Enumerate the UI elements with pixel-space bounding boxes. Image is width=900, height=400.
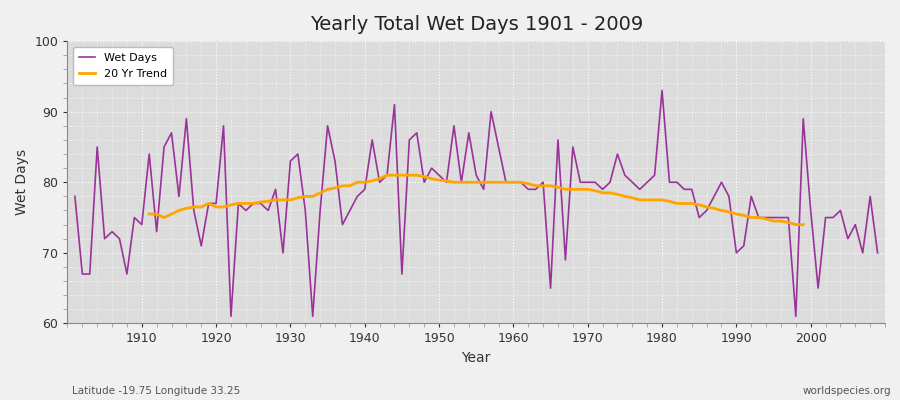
20 Yr Trend: [486, 180, 497, 185]
Wet Days: [69, 194, 80, 199]
Legend: Wet Days, 20 Yr Trend: Wet Days, 20 Yr Trend: [73, 47, 173, 85]
Wet Days: [226, 314, 237, 319]
20 Yr Trend: [144, 212, 155, 216]
Title: Yearly Total Wet Days 1901 - 2009: Yearly Total Wet Days 1901 - 2009: [310, 15, 643, 34]
Wet Days: [300, 208, 310, 213]
Text: Latitude -19.75 Longitude 33.25: Latitude -19.75 Longitude 33.25: [72, 386, 240, 396]
Wet Days: [605, 180, 616, 185]
Text: worldspecies.org: worldspecies.org: [803, 386, 891, 396]
X-axis label: Year: Year: [462, 351, 490, 365]
20 Yr Trend: [382, 173, 392, 178]
20 Yr Trend: [404, 173, 415, 178]
Wet Days: [872, 250, 883, 255]
Wet Days: [657, 88, 668, 93]
20 Yr Trend: [790, 222, 801, 227]
Wet Days: [129, 215, 140, 220]
Wet Days: [508, 180, 518, 185]
20 Yr Trend: [731, 212, 742, 216]
20 Yr Trend: [277, 198, 288, 202]
Line: Wet Days: Wet Days: [75, 90, 878, 316]
Wet Days: [345, 208, 356, 213]
20 Yr Trend: [226, 202, 237, 207]
20 Yr Trend: [211, 204, 221, 209]
Y-axis label: Wet Days: Wet Days: [15, 149, 29, 215]
Wet Days: [516, 180, 526, 185]
Line: 20 Yr Trend: 20 Yr Trend: [149, 175, 803, 225]
20 Yr Trend: [797, 222, 808, 227]
